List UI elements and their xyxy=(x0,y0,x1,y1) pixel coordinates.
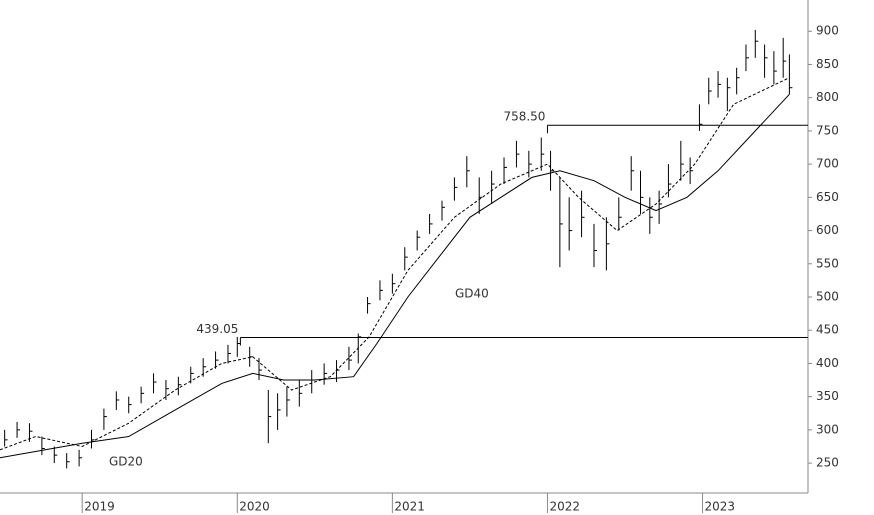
x-tick-label: 2019 xyxy=(84,500,115,514)
y-tick-label: 550 xyxy=(816,256,839,270)
x-tick-label: 2021 xyxy=(394,500,425,514)
y-tick-label: 900 xyxy=(816,24,839,38)
y-tick-label: 600 xyxy=(816,223,839,237)
y-tick-label: 500 xyxy=(816,289,839,303)
y-tick-label: 800 xyxy=(816,90,839,104)
y-tick-label: 650 xyxy=(816,190,839,204)
y-tick-label: 450 xyxy=(816,323,839,337)
level-label: 758.50 xyxy=(503,110,545,124)
x-tick-label: 2023 xyxy=(705,500,736,514)
y-tick-label: 350 xyxy=(816,389,839,403)
y-tick-label: 250 xyxy=(816,456,839,470)
y-tick-label: 850 xyxy=(816,57,839,71)
x-tick-label: 2022 xyxy=(549,500,580,514)
series-label: GD20 xyxy=(109,455,143,469)
y-tick-label: 300 xyxy=(816,422,839,436)
moving-average xyxy=(0,77,790,451)
x-tick-label: 2020 xyxy=(239,500,270,514)
series-label: GD40 xyxy=(455,287,489,301)
y-tick-label: 700 xyxy=(816,157,839,171)
level-label: 439.05 xyxy=(196,322,238,336)
moving-average xyxy=(0,93,790,459)
y-tick-label: 750 xyxy=(816,123,839,137)
y-tick-label: 400 xyxy=(816,356,839,370)
